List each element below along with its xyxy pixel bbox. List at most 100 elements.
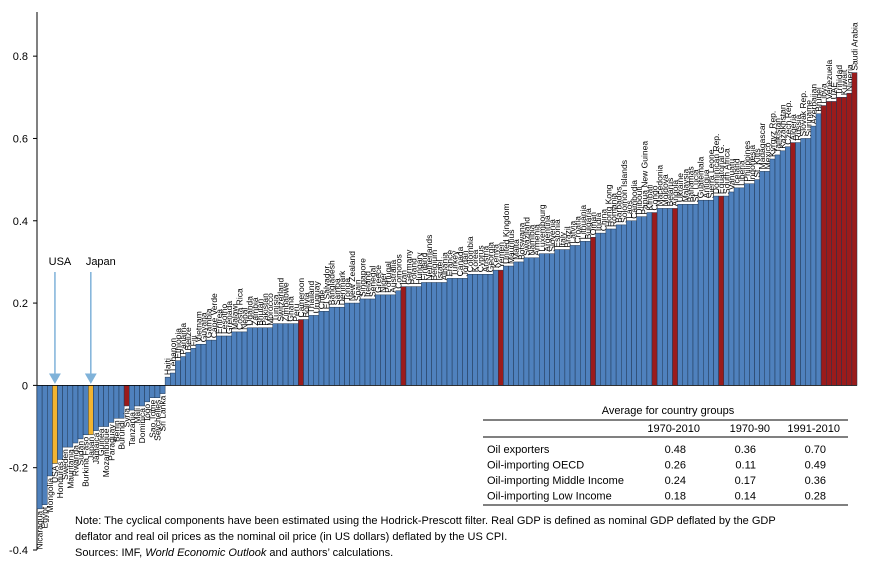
- bar: [590, 236, 596, 386]
- category-label: Hungary: [414, 252, 424, 285]
- bar: [528, 257, 535, 386]
- category-label: Canada: [455, 246, 465, 276]
- category-label: Sao Tome: [147, 399, 157, 437]
- category-label: Haiti: [163, 358, 173, 375]
- category-label: Belize: [183, 327, 193, 350]
- category-label: Syria: [122, 408, 132, 428]
- bar: [574, 245, 581, 386]
- table-column-header: 1970-2010: [647, 423, 700, 435]
- category-label: Ethiopia: [173, 328, 183, 359]
- bar: [846, 92, 853, 386]
- bar: [88, 385, 94, 436]
- category-label: Iran: [398, 270, 408, 285]
- category-label: St. Kitts: [752, 148, 762, 177]
- bar: [436, 282, 443, 386]
- category-label: Colombia: [465, 236, 475, 272]
- category-label: Netherlands: [424, 235, 434, 281]
- bar: [375, 294, 381, 386]
- table-title: Average for country groups: [602, 405, 735, 417]
- category-label: Mali: [132, 408, 142, 424]
- category-label: Guyana: [199, 312, 209, 342]
- bar: [851, 72, 858, 386]
- category-label: Rwanda: [70, 445, 80, 476]
- category-label: Swaziland: [521, 217, 531, 256]
- bar: [400, 286, 407, 386]
- bar: [293, 323, 299, 386]
- bar: [195, 343, 202, 386]
- bar: [129, 385, 135, 411]
- category-label: Djibouti: [634, 186, 644, 214]
- category-label: Slovak Rep.: [798, 91, 808, 137]
- category-label: Gambia: [204, 308, 214, 338]
- bar: [108, 385, 115, 423]
- category-label: Bolivia: [301, 292, 311, 317]
- category-label: Antigua: [701, 169, 711, 198]
- category-label: Namibia: [527, 224, 537, 255]
- bar: [836, 97, 842, 386]
- bar: [503, 265, 509, 386]
- category-label: Belarus: [665, 178, 675, 207]
- category-label: Jordan: [460, 250, 470, 276]
- bar: [211, 339, 217, 386]
- category-label: Algeria: [788, 114, 798, 141]
- category-label: Guatemala: [696, 156, 706, 198]
- bar: [810, 125, 817, 386]
- bar: [395, 290, 402, 386]
- bar: [246, 327, 253, 386]
- category-label: Austria: [480, 246, 490, 273]
- bar: [313, 315, 320, 386]
- table-row-label: Oil-importing OECD: [487, 460, 584, 472]
- sources-part: World Economic Outlook: [145, 547, 267, 559]
- category-label: Vietnam: [193, 311, 203, 342]
- category-label: Sudan: [76, 441, 86, 466]
- bar: [487, 274, 494, 386]
- category-label: New Zealand: [347, 251, 357, 301]
- bar: [544, 253, 550, 386]
- sources-part: and authors’ calculations.: [266, 547, 393, 559]
- bar: [421, 282, 427, 386]
- category-label: Dominican Rep.: [711, 134, 721, 194]
- category-label: Paraguay: [106, 424, 116, 461]
- bar: [692, 204, 699, 386]
- category-label: Sierra Leone: [706, 149, 716, 198]
- category-label: Sweden: [60, 449, 70, 480]
- category-label: Denmark: [337, 270, 347, 305]
- category-label: Azerbaijan: [808, 84, 818, 124]
- bar: [318, 311, 325, 386]
- category-label: Tonga: [342, 278, 352, 301]
- category-label: South Africa: [721, 148, 731, 194]
- y-tick-label: 0: [22, 380, 28, 392]
- category-label: Finland: [419, 252, 429, 280]
- category-label: Mauritius: [506, 230, 516, 264]
- category-label: Bahamas: [685, 166, 695, 202]
- bar: [774, 154, 781, 386]
- category-label: Bhutan: [255, 299, 265, 326]
- category-label: Fiji: [188, 335, 198, 346]
- bar: [139, 385, 145, 407]
- bar: [369, 298, 376, 386]
- bar: [703, 199, 709, 386]
- bar: [334, 306, 340, 386]
- bar: [267, 327, 273, 386]
- bar: [349, 302, 355, 386]
- category-label: Croatia: [573, 216, 583, 244]
- category-label: Laos: [624, 200, 634, 218]
- bar: [298, 319, 304, 386]
- bar: [190, 348, 197, 386]
- category-label: St. Lucia: [691, 169, 701, 202]
- category-label: Kazakhstan: [778, 104, 788, 149]
- category-label: Slovenia: [547, 219, 557, 252]
- category-label: Greece: [373, 265, 383, 293]
- sources-part: Sources: IMF,: [75, 547, 145, 559]
- table-cell: 0.24: [665, 475, 686, 487]
- bar: [344, 302, 350, 386]
- bar: [328, 306, 335, 386]
- table-cell: 0.17: [735, 475, 756, 487]
- table-cell: 0.26: [665, 460, 686, 472]
- bar: [98, 385, 104, 427]
- category-label: Zimbabwe: [281, 282, 291, 321]
- bar: [257, 327, 263, 386]
- category-label: Turkey: [450, 250, 460, 276]
- category-label: Guinea: [96, 428, 106, 456]
- category-label: Thailand: [306, 281, 316, 314]
